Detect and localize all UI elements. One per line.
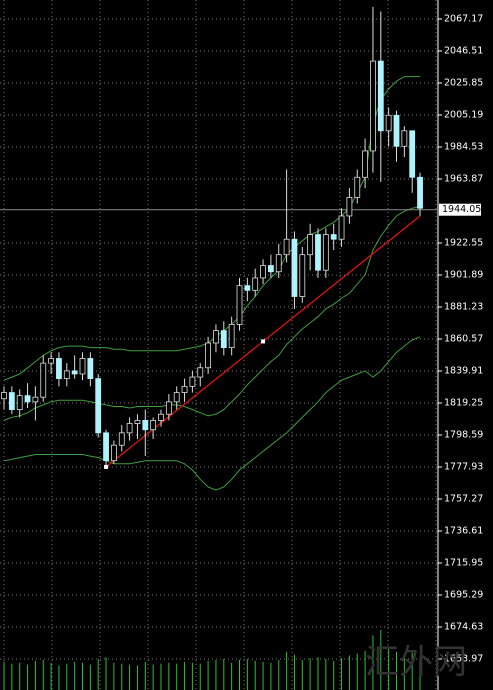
y-tick-label: 1860.57: [444, 334, 483, 345]
candle-body: [260, 265, 266, 279]
candle-body: [252, 277, 259, 291]
y-tick-label: 1881.23: [444, 302, 483, 313]
candle-body: [244, 285, 251, 291]
candle-body: [95, 378, 102, 434]
candle-body: [299, 254, 306, 297]
y-tick-label: 1674.63: [444, 622, 483, 633]
candle-body: [291, 238, 298, 297]
candle-body: [307, 234, 314, 256]
candle-body: [24, 395, 31, 403]
candle-body: [87, 358, 94, 380]
candle-body: [111, 444, 117, 462]
candle-body: [189, 376, 196, 387]
y-tick-label: 1715.95: [444, 558, 483, 569]
middle-band: [3, 206, 421, 421]
y-tick-label: 1984.53: [444, 142, 483, 153]
candle-body: [346, 196, 353, 217]
candle-body: [173, 392, 180, 403]
y-tick-label: 1798.59: [444, 430, 483, 441]
candle-body: [197, 367, 204, 378]
candle-body: [134, 420, 141, 424]
candle-body: [275, 254, 282, 273]
y-tick-label: 1757.27: [444, 494, 483, 505]
candle-body: [393, 114, 400, 147]
y-tick-label: 1901.89: [444, 270, 483, 281]
candle-body: [40, 362, 47, 398]
candle-body: [71, 370, 78, 375]
candle-body: [236, 285, 243, 325]
y-tick-label: 1819.25: [444, 398, 483, 409]
candle-body: [377, 60, 384, 132]
candle-body: [385, 114, 392, 132]
candle-body: [228, 323, 235, 349]
y-tick-label: 2067.17: [444, 14, 483, 25]
candle-body: [126, 423, 133, 434]
candle-body: [338, 215, 345, 240]
candle-body: [315, 234, 321, 271]
candle-body: [103, 432, 109, 462]
candle-body: [32, 396, 39, 403]
candle-body: [56, 358, 62, 380]
y-tick-label: 1922.55: [444, 238, 483, 249]
y-tick-label: 1963.87: [444, 174, 483, 185]
candle-body: [401, 130, 408, 147]
y-tick-label: 1695.29: [444, 590, 483, 601]
lower-band: [3, 336, 421, 491]
candle-body: [205, 342, 212, 369]
price-label-box: [439, 203, 481, 216]
candle-body: [354, 176, 361, 198]
candle-body: [118, 432, 125, 446]
candle-body: [220, 330, 227, 349]
candle-body: [8, 392, 15, 410]
vertical-grid: [3, 0, 437, 690]
candle-body: [417, 176, 423, 209]
watermark: 汇外网: [365, 643, 467, 683]
candle-body: [150, 420, 157, 431]
candle-body: [48, 358, 54, 364]
y-tick-label: 2005.19: [444, 110, 483, 121]
candle-body: [142, 420, 149, 431]
candle-body: [16, 395, 23, 410]
y-tick-label: 1736.61: [444, 526, 483, 537]
candle-body: [79, 358, 86, 375]
candle-body: [409, 130, 416, 178]
candle-body: [283, 238, 290, 256]
trend-anchor: [261, 339, 266, 344]
candle-body: [158, 413, 164, 421]
candle-body: [322, 234, 329, 271]
candle-body: [165, 401, 172, 415]
y-tick-label: 2025.85: [444, 78, 483, 89]
candle-body: [370, 60, 376, 152]
y-tick-label: 1653.97: [444, 654, 483, 665]
candle-body: [1, 392, 7, 400]
candle-body: [63, 370, 70, 380]
candle-body: [330, 234, 337, 240]
y-tick-label: 1839.91: [444, 366, 483, 377]
candle-body: [181, 385, 188, 393]
y-tick-label: 2046.51: [444, 46, 483, 57]
candle-body: [267, 265, 274, 273]
current-price-label: 1944.05: [442, 204, 481, 215]
y-tick-label: 1777.93: [444, 462, 483, 473]
candle-body: [362, 150, 369, 178]
candle-body: [213, 330, 219, 344]
